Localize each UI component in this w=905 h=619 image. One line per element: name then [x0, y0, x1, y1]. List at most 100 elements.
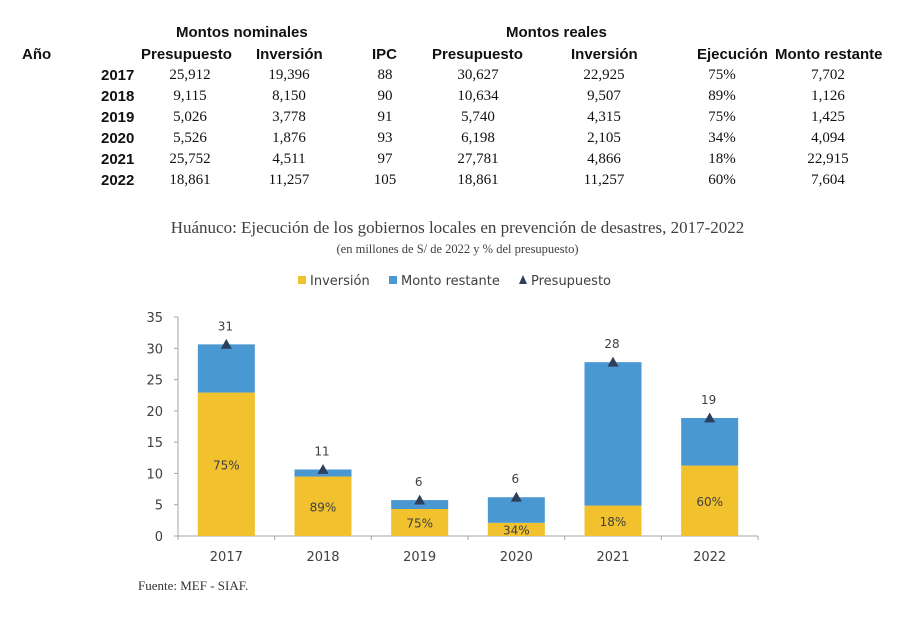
table-cell: 5,026: [173, 109, 207, 125]
presupuesto-label: 19: [701, 393, 716, 407]
bar-percent-label: 34%: [503, 523, 530, 537]
column-header-execution: Ejecución: [697, 46, 768, 63]
table-cell: 88: [377, 67, 393, 83]
column-header-real-investment: Inversión: [571, 46, 638, 63]
column-header-nominal-budget: Presupuesto: [141, 46, 232, 63]
table-cell: 11,257: [583, 172, 625, 188]
table-cell: 1,876: [272, 130, 306, 146]
table-cell: 18%: [708, 151, 736, 167]
presupuesto-label: 31: [218, 319, 233, 333]
legend-item-monto-restante: Monto restante: [389, 274, 500, 289]
table-cell: 4,094: [811, 130, 845, 146]
presupuesto-marker: [414, 494, 426, 505]
presupuesto-label: 28: [604, 337, 619, 351]
y-tick-label: 5: [155, 499, 163, 514]
bar-percent-label: 75%: [406, 517, 433, 531]
y-tick-label: 15: [146, 436, 163, 451]
y-tick-label: 20: [146, 405, 163, 420]
row-year: 2021: [101, 151, 135, 168]
column-header-year: Año: [22, 46, 52, 63]
presupuesto-marker: [510, 491, 522, 502]
table-cell: 7,604: [811, 172, 845, 188]
bar-inversion: [584, 505, 642, 536]
table-cell: 60%: [708, 172, 736, 188]
table-cell: 22,925: [583, 67, 625, 83]
chart-title: Huánuco: Ejecución de los gobiernos loca…: [170, 218, 745, 237]
table-cell: 75%: [708, 109, 736, 125]
presupuesto-marker: [220, 338, 232, 349]
bar-inversion: [391, 509, 449, 536]
table-cell: 4,315: [587, 109, 621, 125]
table-cell: 34%: [708, 130, 736, 146]
legend-swatch: [389, 276, 397, 284]
table-cell: 1,425: [811, 109, 845, 125]
table-cell: 25,752: [169, 151, 211, 167]
legend-item-inversion: Inversión: [298, 274, 370, 289]
row-year: 2017: [101, 67, 135, 84]
bar-percent-label: 18%: [600, 515, 627, 529]
y-tick-label: 0: [155, 530, 163, 545]
legend-swatch: [298, 276, 306, 284]
table-cell: 4,511: [272, 151, 306, 167]
column-header-real-budget: Presupuesto: [432, 46, 523, 63]
table-cell: 7,702: [811, 67, 845, 83]
presupuesto-label: 11: [314, 444, 329, 458]
column-header-remaining: Monto restante: [775, 46, 883, 63]
table-cell: 25,912: [169, 67, 211, 83]
y-tick-label: 35: [146, 311, 163, 326]
data-labels: 75% 31 89% 11 75% 6 34% 6 18% 28 60% 19: [213, 319, 723, 537]
table-cell: 18,861: [457, 172, 499, 188]
legend-label: Inversión: [310, 274, 370, 289]
table-cell: 10,634: [457, 88, 499, 104]
row-year: 2020: [101, 130, 135, 147]
legend-label: Presupuesto: [531, 274, 611, 289]
legend-triangle-icon: [519, 275, 527, 284]
table-cell: 91: [377, 109, 393, 125]
table-cell: 22,915: [807, 151, 849, 167]
source-note: Fuente: MEF - SIAF.: [138, 578, 249, 593]
y-tick-label: 30: [146, 342, 163, 357]
table-cell: 90: [377, 88, 393, 104]
table-cell: 1,126: [811, 88, 845, 104]
presupuesto-marker: [317, 463, 329, 474]
table-cell: 89%: [708, 88, 736, 104]
bar-percent-label: 60%: [696, 495, 723, 509]
x-tick-label: 2022: [693, 550, 726, 565]
group-header-real: Montos reales: [506, 24, 607, 41]
axes: 0 5 10 15 20 25 30 35 2017 2018 2019 2020 2021 2022: [146, 311, 759, 565]
bar-inversion: [197, 392, 255, 536]
table-cell: 105: [373, 172, 397, 188]
legend-label: Monto restante: [401, 274, 500, 289]
chart-subtitle: (en millones de S/ de 2022 y % del presu…: [336, 242, 579, 256]
legend-item-presupuesto: Presupuesto: [519, 274, 611, 289]
presupuesto-marker: [704, 412, 716, 423]
bar-percent-label: 75%: [213, 458, 240, 472]
table-cell: 4,866: [587, 151, 621, 167]
bars: [197, 338, 739, 536]
table-cell: 3,778: [272, 109, 306, 125]
table-cell: 6,198: [461, 130, 495, 146]
presupuesto-label: 6: [512, 472, 520, 486]
x-tick-label: 2021: [596, 550, 629, 565]
presupuesto-marker: [607, 356, 619, 367]
table-cell: 93: [377, 130, 393, 146]
y-tick-label: 10: [146, 467, 163, 482]
bar-inversion: [487, 522, 545, 536]
table-cell: 19,396: [268, 67, 310, 83]
bar-monto-restante: [391, 500, 449, 510]
table-cell: 75%: [708, 67, 736, 83]
y-tick-label: 25: [146, 374, 163, 389]
row-year: 2019: [101, 109, 135, 126]
legend: Inversión Monto restante Presupuesto: [298, 274, 611, 289]
table-cell: 8,150: [272, 88, 306, 104]
table-cell: 5,740: [461, 109, 495, 125]
bar-monto-restante: [681, 417, 739, 466]
table-cell: 5,526: [173, 130, 207, 146]
bar-monto-restante: [584, 362, 642, 506]
table-cell: 9,115: [173, 88, 207, 104]
table-cell: 18,861: [169, 172, 211, 188]
bar-percent-label: 89%: [310, 500, 337, 514]
bar-inversion: [294, 476, 352, 536]
table-cell: 11,257: [268, 172, 310, 188]
